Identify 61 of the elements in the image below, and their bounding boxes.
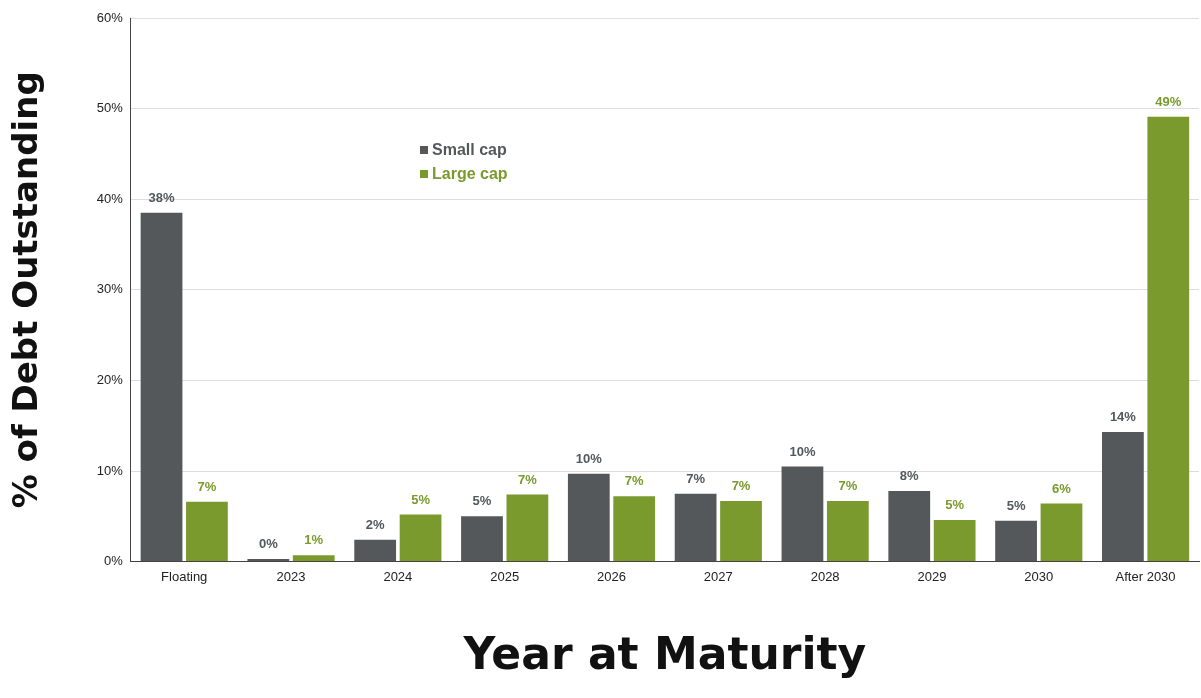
data-label: 7% [517, 471, 538, 487]
data-label: 0% [258, 535, 279, 551]
data-label: 1% [304, 532, 324, 548]
bar [933, 519, 976, 562]
bar [247, 558, 290, 562]
bar [506, 494, 549, 562]
data-label: 5% [472, 493, 492, 509]
x-tick-label: 2026 [597, 568, 626, 584]
bar [567, 473, 610, 562]
legend-label: Large cap [432, 165, 508, 183]
data-label: 7% [838, 477, 858, 493]
bar [826, 500, 869, 562]
data-label: 49% [1155, 93, 1182, 109]
bar [186, 501, 228, 562]
x-tick-label: 2029 [917, 568, 947, 584]
legend-label: Small cap [432, 141, 507, 159]
data-label: 5% [1006, 497, 1026, 513]
bar [995, 520, 1037, 562]
bar [674, 493, 717, 562]
data-label: 5% [945, 497, 965, 512]
y-tick-label: 60% [96, 9, 124, 25]
bar [781, 466, 824, 562]
y-tick-label: 40% [96, 190, 124, 206]
bar [1040, 503, 1083, 562]
data-label: 10% [575, 450, 603, 466]
data-label: 14% [1109, 409, 1137, 425]
bar [292, 555, 335, 562]
data-label: 2% [365, 516, 385, 532]
x-tick-label: 2023 [276, 568, 306, 584]
bar [1102, 432, 1144, 562]
data-label: 8% [899, 468, 920, 484]
data-label: 7% [686, 470, 706, 486]
y-axis-title: % of Debt Outstanding [5, 71, 46, 509]
bar [399, 514, 442, 562]
data-label: 38% [148, 189, 175, 205]
bar [1147, 116, 1190, 562]
y-tick-label: 30% [96, 281, 124, 297]
bar [720, 500, 762, 562]
x-tick-label: After 2030 [1115, 568, 1176, 584]
bar [613, 496, 656, 562]
x-axis-title: Year at Maturity [462, 628, 867, 680]
bar [140, 212, 183, 562]
x-tick-label: 2027 [703, 568, 733, 584]
x-tick-label: Floating [161, 568, 208, 584]
data-label: 6% [1052, 480, 1072, 496]
data-label: 7% [624, 473, 645, 489]
y-tick-label: 10% [96, 462, 124, 478]
x-tick-label: 2024 [383, 568, 413, 584]
y-tick-label: 50% [96, 100, 124, 116]
data-label: 7% [197, 478, 217, 494]
bar [888, 490, 931, 562]
bar [461, 516, 503, 562]
data-label: 5% [411, 491, 431, 507]
y-tick-label: 0% [104, 553, 124, 569]
x-tick-label: 2028 [810, 568, 840, 584]
y-tick-label: 20% [96, 371, 124, 387]
x-tick-label: 2030 [1024, 568, 1054, 584]
data-label: 7% [731, 477, 751, 493]
bar [354, 539, 397, 562]
data-label: 10% [789, 443, 816, 459]
x-tick-label: 2025 [490, 568, 520, 584]
